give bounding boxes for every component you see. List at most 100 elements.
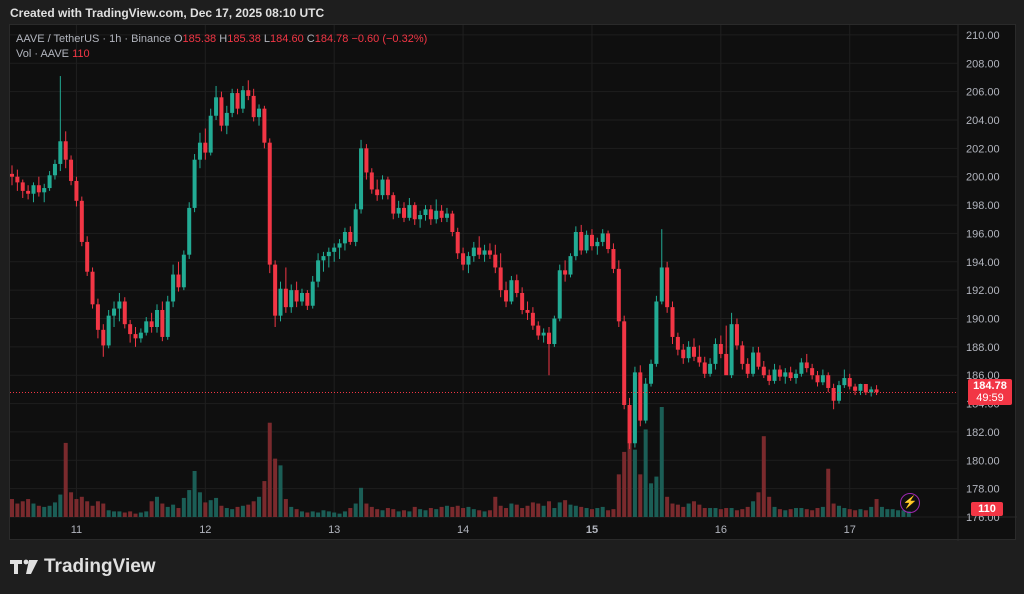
legend-low-label: L bbox=[263, 33, 271, 45]
chart-legend: AAVE / TetherUS · 1h · Binance O185.38 H… bbox=[16, 32, 427, 62]
candle-body bbox=[820, 375, 825, 383]
volume-bar bbox=[165, 506, 170, 517]
candle-body bbox=[407, 205, 412, 218]
candle-body bbox=[246, 90, 251, 96]
candle-body bbox=[402, 207, 407, 218]
candle-body bbox=[278, 288, 283, 316]
volume-bar bbox=[402, 510, 407, 517]
candle-body bbox=[112, 308, 117, 316]
candle-body bbox=[831, 387, 836, 401]
candle-body bbox=[686, 346, 691, 359]
legend-open-value: 185.38 bbox=[182, 33, 217, 45]
volume-bar bbox=[208, 500, 213, 517]
volume-bar bbox=[794, 508, 799, 517]
candle-body bbox=[332, 247, 337, 252]
candle-body bbox=[450, 213, 455, 233]
legend-low-value: 184.60 bbox=[270, 33, 304, 45]
volume-bar bbox=[257, 496, 262, 517]
volume-bar bbox=[342, 511, 347, 517]
volume-bar bbox=[52, 502, 57, 517]
volume-bar bbox=[26, 499, 31, 517]
volume-bar bbox=[69, 492, 74, 517]
candle-body bbox=[573, 232, 578, 257]
volume-bar bbox=[627, 413, 632, 517]
candle-body bbox=[106, 315, 111, 346]
y-tick-label: 190.00 bbox=[966, 313, 1000, 325]
x-tick-label: 13 bbox=[328, 524, 340, 536]
volume-bar bbox=[906, 511, 911, 517]
volume-bar bbox=[702, 508, 707, 517]
candle-body bbox=[772, 369, 777, 381]
candle-body bbox=[740, 345, 745, 364]
volume-bar bbox=[616, 474, 621, 517]
volume-bar bbox=[579, 506, 584, 517]
candle-body bbox=[783, 372, 788, 377]
candle-body bbox=[514, 280, 519, 293]
candle-body bbox=[434, 210, 439, 220]
legend-symbol[interactable]: AAVE / TetherUS · 1h · Binance bbox=[16, 33, 171, 45]
bar-countdown: 49:59 bbox=[976, 392, 1004, 404]
volume-bar bbox=[498, 505, 503, 517]
volume-bar bbox=[568, 504, 573, 517]
candle-body bbox=[396, 207, 401, 214]
volume-bar bbox=[337, 513, 342, 517]
candle-body bbox=[385, 179, 390, 196]
candle-body bbox=[197, 142, 202, 160]
volume-bar bbox=[799, 508, 804, 517]
candle-body bbox=[869, 389, 874, 393]
y-tick-label: 202.00 bbox=[966, 143, 1000, 155]
volume-bar bbox=[444, 505, 449, 517]
volume-bar bbox=[649, 483, 654, 517]
candle-body bbox=[767, 375, 772, 381]
volume-bar bbox=[584, 508, 589, 517]
volume-bar bbox=[353, 503, 358, 517]
candle-body bbox=[316, 260, 321, 282]
volume-bar bbox=[278, 465, 283, 517]
candle-body bbox=[563, 270, 568, 275]
volume-bar bbox=[106, 510, 111, 517]
x-tick-label: 17 bbox=[844, 524, 856, 536]
candle-body bbox=[632, 372, 637, 444]
volume-bar bbox=[176, 508, 181, 517]
price-chart[interactable]: 210.00 208.00 206.00 204.00 202.00 200.00 198.… bbox=[10, 25, 1017, 541]
x-tick-label: 14 bbox=[457, 524, 469, 536]
tradingview-logo: TradingView bbox=[10, 556, 156, 578]
legend-volume-label[interactable]: Vol · AAVE bbox=[16, 48, 69, 60]
candle-body bbox=[122, 301, 127, 325]
candle-body bbox=[230, 93, 235, 113]
volume-bar bbox=[15, 503, 20, 517]
volume-bar bbox=[541, 505, 546, 517]
candle-body bbox=[412, 205, 417, 220]
volume-bar bbox=[826, 468, 831, 517]
candle-body bbox=[144, 321, 149, 333]
volume-bar bbox=[418, 509, 423, 517]
volume-bar bbox=[149, 501, 154, 517]
candle-body bbox=[10, 173, 14, 177]
candle-body bbox=[208, 115, 213, 153]
volume-bar bbox=[874, 499, 879, 517]
x-tick-label: 15 bbox=[586, 524, 598, 536]
volume-bar bbox=[240, 505, 245, 517]
candle-body bbox=[788, 372, 793, 379]
candle-body bbox=[493, 254, 498, 268]
volume-bar bbox=[638, 474, 643, 517]
volume-bar bbox=[493, 496, 498, 517]
x-tick-label: 12 bbox=[199, 524, 211, 536]
last-price-tag: 184.78 49:59 bbox=[968, 379, 1012, 405]
candle-body bbox=[342, 232, 347, 244]
legend-open-label: O bbox=[173, 33, 183, 45]
chart-pane[interactable]: 210.00 208.00 206.00 204.00 202.00 200.00 198.… bbox=[9, 24, 1017, 541]
volume-bar bbox=[606, 510, 611, 517]
volume-bar bbox=[654, 476, 659, 517]
candle-body bbox=[622, 321, 627, 405]
volume-bar bbox=[729, 508, 734, 517]
volume-bar bbox=[36, 505, 41, 517]
volume-bar bbox=[192, 470, 197, 517]
candle-body bbox=[530, 312, 535, 326]
volume-bar bbox=[181, 497, 186, 517]
volume-bar bbox=[203, 502, 208, 517]
lightning-icon[interactable]: ⚡ bbox=[900, 493, 920, 513]
volume-bar bbox=[20, 501, 25, 517]
candle-body bbox=[299, 292, 304, 302]
candle-body bbox=[579, 232, 584, 251]
